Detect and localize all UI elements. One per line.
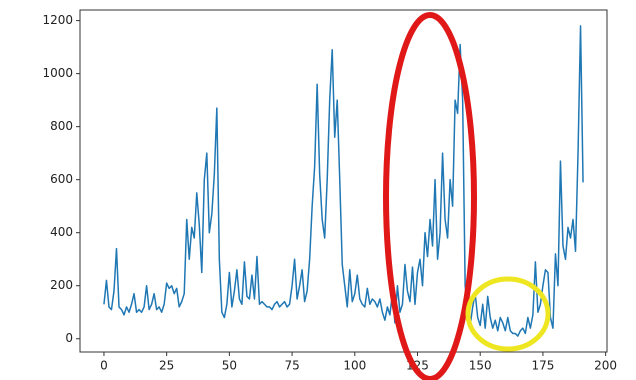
y-tick-label: 200 — [50, 278, 73, 292]
x-tick-label: 25 — [159, 359, 174, 373]
data-line — [103, 25, 584, 337]
x-tick-label: 175 — [531, 359, 554, 373]
axes-frame — [79, 9, 608, 353]
x-tick-label: 50 — [222, 359, 237, 373]
x-tick-label: 0 — [100, 359, 108, 373]
x-tick-label: 100 — [343, 359, 366, 373]
y-tick-label: 800 — [50, 119, 73, 133]
y-tick-label: 0 — [65, 331, 73, 345]
plot-area: 0 25 50 75 100 125 150 175 200020040060080010001… — [42, 13, 617, 372]
y-tick-label: 1000 — [42, 66, 73, 80]
y-tick-label: 1200 — [42, 13, 73, 27]
x-tick-label: 150 — [469, 359, 492, 373]
y-tick-label: 600 — [50, 172, 73, 186]
y-tick-label: 400 — [50, 225, 73, 239]
red-highlight — [383, 12, 477, 380]
x-tick-label: 200 — [594, 359, 617, 373]
yellow-highlight — [465, 276, 551, 352]
x-tick-label: 75 — [284, 359, 299, 373]
